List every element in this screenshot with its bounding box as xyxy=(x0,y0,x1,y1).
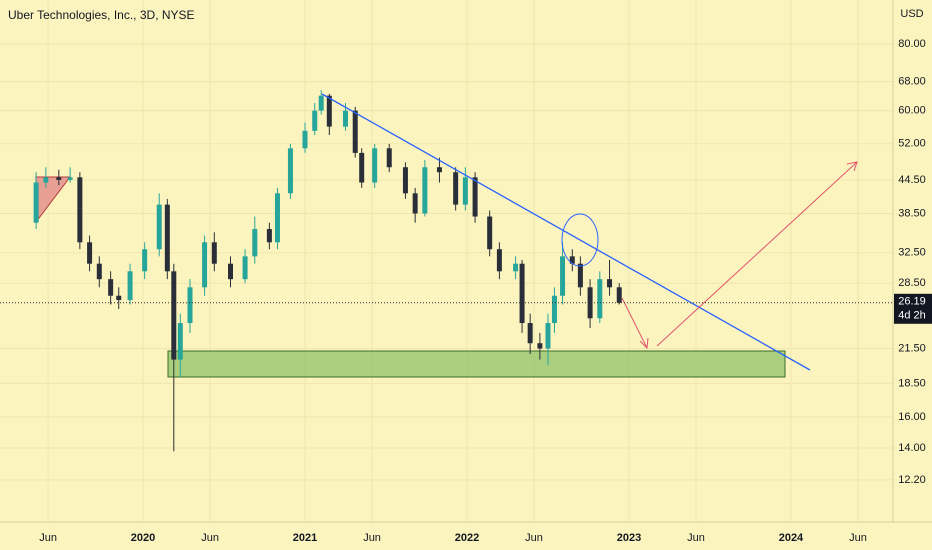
candle-body xyxy=(274,193,280,243)
x-tick-label: 2023 xyxy=(617,532,641,544)
x-tick-label: Jun xyxy=(201,532,219,544)
last-price-box xyxy=(894,293,932,324)
axes: 12.20 14.00 16.00 18.50 21.50 28.50 32.50 38.50… xyxy=(0,38,932,544)
candle-body xyxy=(412,193,418,214)
x-tick-label: Jun xyxy=(363,532,381,544)
candle-body xyxy=(372,148,378,183)
candle-body xyxy=(519,263,525,324)
candle-body xyxy=(164,204,170,272)
candle-body xyxy=(513,263,519,272)
candle-body xyxy=(302,130,308,149)
candle-body xyxy=(436,167,442,173)
x-tick-label: Jun xyxy=(525,532,543,544)
y-tick-label: 21.50 xyxy=(898,342,926,354)
y-tick-label: 14.00 xyxy=(898,442,926,454)
candle-body xyxy=(487,216,493,250)
candle-body xyxy=(177,323,183,360)
candle-body xyxy=(587,287,593,319)
candle-body xyxy=(242,256,248,280)
candle-body xyxy=(77,177,83,243)
candle-body xyxy=(156,204,162,250)
y-tick-label: 68.00 xyxy=(898,76,926,88)
candle-body xyxy=(402,167,408,194)
candle-body xyxy=(527,323,533,344)
candle-body xyxy=(211,242,217,264)
candle-body xyxy=(577,263,583,288)
candle-body xyxy=(496,249,502,272)
candle-body xyxy=(569,256,575,264)
candle-body xyxy=(597,279,603,319)
candle-body xyxy=(187,287,193,324)
support-zone xyxy=(167,350,786,378)
grid xyxy=(0,0,893,522)
candle-body xyxy=(87,242,93,264)
candle-body xyxy=(352,110,358,153)
y-tick-label: 60.00 xyxy=(898,105,926,117)
x-tick-label: 2022 xyxy=(455,532,479,544)
candles xyxy=(33,90,622,452)
candle-body xyxy=(318,95,324,111)
candle-body xyxy=(462,177,468,205)
x-tick-label: 2024 xyxy=(779,532,804,544)
candle-body xyxy=(108,279,114,296)
candle-body xyxy=(67,177,73,180)
candle-body xyxy=(343,110,349,127)
y-tick-label: 32.50 xyxy=(898,247,926,259)
candle-body xyxy=(312,110,318,131)
currency-label: USD xyxy=(900,8,923,20)
x-tick-label: Jun xyxy=(849,532,867,544)
candle-body xyxy=(551,295,557,324)
y-tick-label: 52.00 xyxy=(898,138,926,150)
candle-body xyxy=(33,182,39,223)
candle-body xyxy=(359,152,365,183)
candle-body xyxy=(56,177,62,180)
last-price-label: 26.19 xyxy=(898,296,926,308)
candle-body xyxy=(227,263,233,280)
x-tick-label: Jun xyxy=(39,532,57,544)
candle-body xyxy=(386,148,392,168)
candle-body xyxy=(537,343,543,349)
candle-body xyxy=(252,229,258,257)
candle-body xyxy=(127,271,133,301)
x-tick-label: 2021 xyxy=(293,532,317,544)
y-tick-label: 28.50 xyxy=(898,277,926,289)
projection-arrows xyxy=(621,161,858,350)
candle-body xyxy=(287,148,293,194)
candle-body xyxy=(43,177,49,183)
candle-body xyxy=(116,295,122,301)
candle-body xyxy=(142,249,148,272)
y-tick-label: 12.20 xyxy=(898,474,926,486)
circle-marker xyxy=(561,213,599,267)
y-tick-label: 38.50 xyxy=(898,207,926,219)
candle-body xyxy=(202,242,208,288)
candle-body xyxy=(545,323,551,349)
candle-body xyxy=(616,287,622,303)
candle-body xyxy=(96,263,102,280)
candle-body xyxy=(266,229,272,243)
candle-body xyxy=(422,167,428,214)
candle-body xyxy=(326,95,332,127)
candle-body xyxy=(607,279,613,288)
trend-line xyxy=(321,93,811,371)
y-tick-label: 16.00 xyxy=(898,411,926,423)
x-tick-label: 2020 xyxy=(131,532,155,544)
y-tick-label: 80.00 xyxy=(898,38,926,50)
candle-body xyxy=(453,172,459,205)
candle-body xyxy=(472,177,478,217)
y-tick-label: 44.50 xyxy=(898,174,926,186)
y-tick-label: 18.50 xyxy=(898,377,926,389)
candle-body xyxy=(171,271,177,360)
candle-body xyxy=(560,256,566,296)
chart-title: Uber Technologies, Inc., 3D, NYSE xyxy=(8,8,195,22)
x-tick-label: Jun xyxy=(687,532,705,544)
countdown-label: 4d 2h xyxy=(898,310,926,322)
